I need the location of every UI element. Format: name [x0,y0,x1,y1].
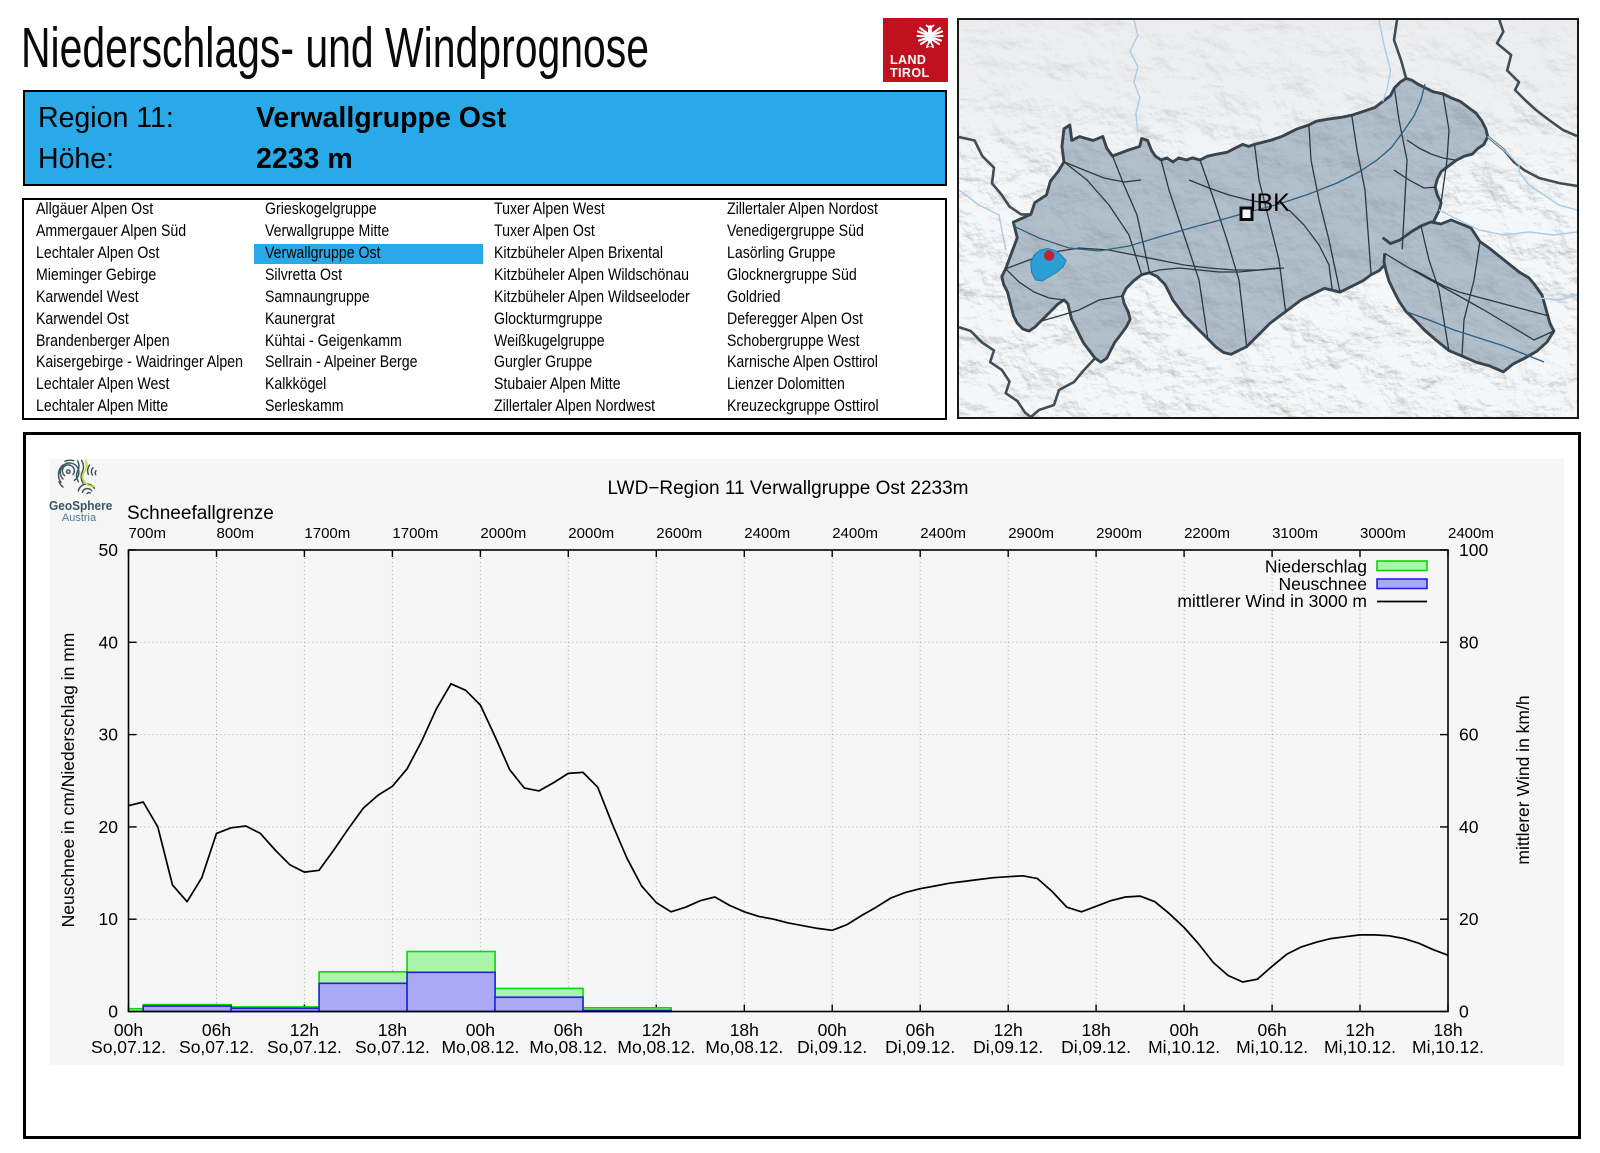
svg-text:0: 0 [1459,1002,1469,1022]
svg-text:40: 40 [1459,817,1479,837]
svg-text:10: 10 [99,909,119,929]
svg-text:Di,09.12.: Di,09.12. [1061,1037,1131,1057]
svg-text:mittlerer Wind in 3000 m: mittlerer Wind in 3000 m [1177,591,1367,611]
svg-text:Di,09.12.: Di,09.12. [973,1037,1043,1057]
svg-text:20: 20 [99,817,119,837]
svg-text:06h: 06h [202,1020,231,1040]
svg-text:1700m: 1700m [304,525,350,542]
svg-text:2000m: 2000m [480,525,526,542]
svg-text:2400m: 2400m [920,525,966,542]
svg-text:Mo,08.12.: Mo,08.12. [441,1037,519,1057]
svg-text:00h: 00h [818,1020,847,1040]
svg-text:18h: 18h [730,1020,759,1040]
svg-text:Mi,10.12.: Mi,10.12. [1148,1037,1220,1057]
svg-text:06h: 06h [906,1020,935,1040]
svg-text:18h: 18h [1081,1020,1110,1040]
svg-text:2400m: 2400m [1448,525,1494,542]
svg-text:00h: 00h [1169,1020,1198,1040]
svg-text:Mi,10.12.: Mi,10.12. [1324,1037,1396,1057]
svg-text:So,07.12.: So,07.12. [179,1037,254,1057]
svg-text:18h: 18h [1433,1020,1462,1040]
svg-text:00h: 00h [466,1020,495,1040]
svg-text:Niederschlag: Niederschlag [1265,557,1367,577]
svg-text:mittlerer Wind in km/h: mittlerer Wind in km/h [1513,695,1533,864]
svg-text:Mi,10.12.: Mi,10.12. [1236,1037,1308,1057]
svg-text:12h: 12h [642,1020,671,1040]
svg-text:06h: 06h [1257,1020,1286,1040]
svg-text:Mo,08.12.: Mo,08.12. [705,1037,783,1057]
svg-text:800m: 800m [217,525,255,542]
svg-text:2400m: 2400m [832,525,878,542]
svg-text:2200m: 2200m [1184,525,1230,542]
svg-text:Di,09.12.: Di,09.12. [885,1037,955,1057]
svg-text:IBK: IBK [1250,189,1291,217]
svg-text:50: 50 [99,540,119,560]
svg-text:LWD−Region 11 Verwallgruppe Os: LWD−Region 11 Verwallgruppe Ost 2233m [607,478,968,499]
svg-text:2900m: 2900m [1008,525,1054,542]
svg-text:So,07.12.: So,07.12. [91,1037,166,1057]
svg-text:100: 100 [1459,540,1488,560]
svg-text:Neuschnee: Neuschnee [1278,574,1367,594]
svg-text:12h: 12h [994,1020,1023,1040]
svg-text:06h: 06h [554,1020,583,1040]
svg-text:80: 80 [1459,632,1479,652]
svg-text:Mi,10.12.: Mi,10.12. [1412,1037,1484,1057]
svg-text:00h: 00h [114,1020,143,1040]
svg-text:12h: 12h [290,1020,319,1040]
svg-text:So,07.12.: So,07.12. [267,1037,342,1057]
svg-text:30: 30 [99,725,119,745]
svg-text:12h: 12h [1345,1020,1374,1040]
svg-text:Mo,08.12.: Mo,08.12. [529,1037,607,1057]
svg-text:20: 20 [1459,909,1479,929]
svg-text:2900m: 2900m [1096,525,1142,542]
svg-text:18h: 18h [378,1020,407,1040]
svg-text:0: 0 [108,1002,118,1022]
svg-text:40: 40 [99,632,119,652]
svg-text:2000m: 2000m [568,525,614,542]
svg-text:Schneefallgrenze: Schneefallgrenze [127,503,274,524]
svg-text:Di,09.12.: Di,09.12. [797,1037,867,1057]
svg-text:Neuschnee in cm/Niederschlag i: Neuschnee in cm/Niederschlag in mm [58,633,78,928]
svg-text:2600m: 2600m [656,525,702,542]
svg-text:Mo,08.12.: Mo,08.12. [617,1037,695,1057]
svg-text:60: 60 [1459,725,1479,745]
svg-text:2400m: 2400m [744,525,790,542]
svg-text:So,07.12.: So,07.12. [355,1037,430,1057]
svg-text:3000m: 3000m [1360,525,1406,542]
svg-text:1700m: 1700m [392,525,438,542]
svg-text:3100m: 3100m [1272,525,1318,542]
svg-text:700m: 700m [129,525,167,542]
